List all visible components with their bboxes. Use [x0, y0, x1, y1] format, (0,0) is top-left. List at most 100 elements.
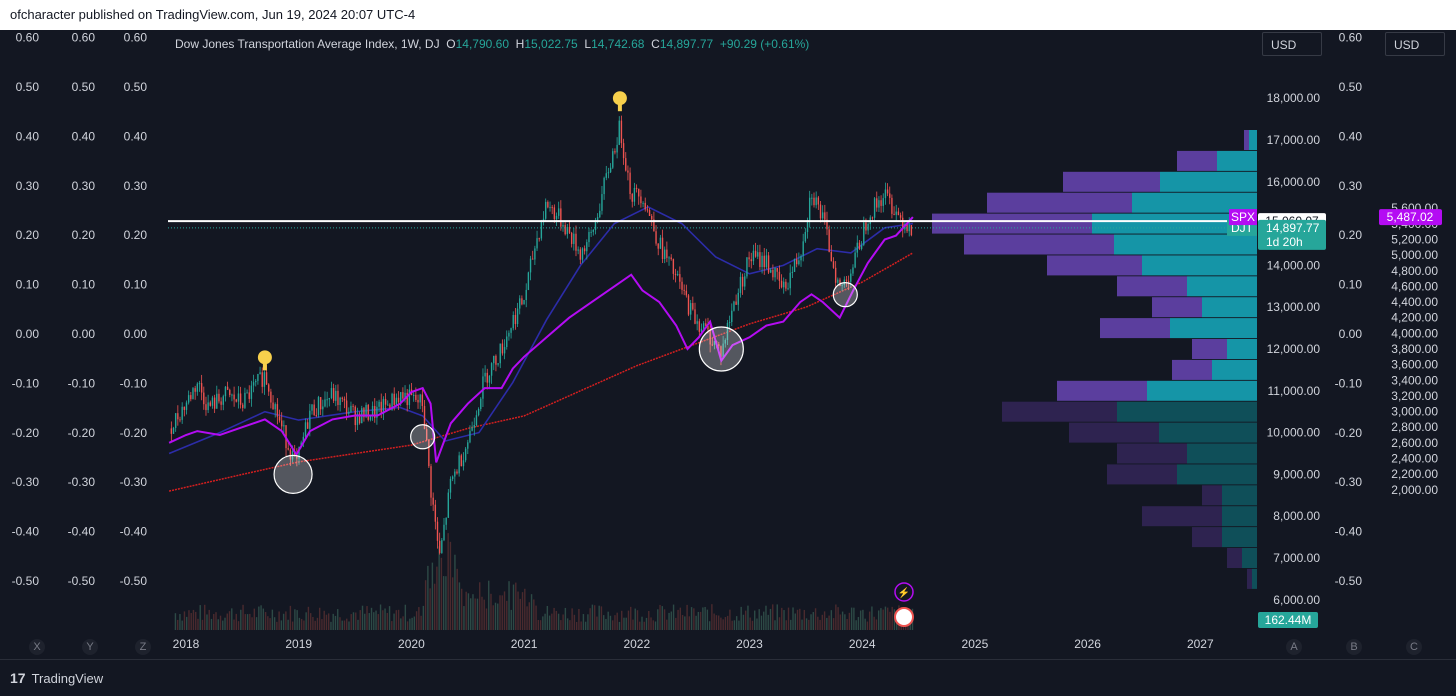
- candle-body: [363, 408, 365, 418]
- djt-tick-label: 7,000.00: [1273, 551, 1320, 565]
- candle-body: [298, 447, 300, 459]
- oscillator-right-tick-label: 0.20: [1339, 228, 1363, 242]
- volume-bar: [564, 607, 567, 630]
- candle-body: [434, 504, 437, 522]
- candle-body: [484, 372, 486, 377]
- volume-bar: [303, 620, 305, 630]
- candle-body: [330, 388, 333, 399]
- price-chart[interactable]: 2018 2019 2020 2021 2022 2023 2024 2025 2026 2027…: [0, 30, 1456, 659]
- volume-profile-purple: [1002, 401, 1117, 422]
- volume-bar: [776, 604, 778, 630]
- volume-bar: [488, 580, 490, 630]
- candle-body: [317, 397, 320, 416]
- volume-bar: [474, 598, 476, 630]
- pointing-hand-icon: [257, 350, 272, 365]
- currency-selector-right[interactable]: USD: [1385, 32, 1445, 56]
- legend-low-label: L: [584, 37, 592, 51]
- volume-bar: [812, 612, 815, 630]
- candle-body: [553, 207, 556, 220]
- volume-bar: [535, 605, 537, 630]
- volume-bar: [713, 613, 715, 630]
- scale-button-y[interactable]: Y: [82, 639, 98, 655]
- volume-bar: [506, 600, 508, 630]
- spx-tick-label: 4,400.00: [1391, 295, 1438, 309]
- volume-profile-purple: [987, 192, 1132, 213]
- candle-body: [601, 194, 603, 211]
- scale-button-z[interactable]: Z: [135, 639, 151, 655]
- legend-open-value: 14,790.60: [455, 37, 509, 51]
- spx-tick-label: 4,800.00: [1391, 264, 1438, 278]
- volume-bar: [352, 612, 355, 630]
- candle-body: [508, 332, 510, 337]
- volume-bar: [273, 617, 276, 630]
- volume-bar: [463, 606, 465, 630]
- candle-body: [328, 398, 331, 400]
- candle-body: [644, 202, 646, 210]
- candle-body: [181, 406, 183, 420]
- scale-button-a[interactable]: A: [1286, 639, 1302, 655]
- volume-bar: [332, 613, 334, 630]
- volume-bar: [772, 604, 774, 630]
- scale-button-c[interactable]: C: [1406, 639, 1422, 655]
- volume-bar: [711, 604, 713, 630]
- candle-body: [850, 273, 852, 282]
- volume-bar: [868, 611, 871, 630]
- oscillator-tick-label: 0.50: [16, 80, 40, 94]
- volume-bar: [393, 613, 395, 630]
- candle-body: [793, 259, 796, 272]
- oscillator-right-tick-label: 0.60: [1339, 31, 1363, 45]
- candle-body: [462, 460, 465, 467]
- candle-body: [804, 231, 807, 242]
- volume-bar: [783, 610, 785, 630]
- tradingview-brand[interactable]: 17 TradingView: [10, 670, 103, 686]
- candle-body: [319, 397, 322, 410]
- candle-body: [752, 250, 755, 262]
- candle-body: [514, 314, 517, 325]
- candle-body: [402, 392, 404, 399]
- candle-body: [651, 215, 653, 220]
- candle-body: [664, 249, 666, 260]
- volume-bar: [702, 607, 704, 630]
- scale-button-x[interactable]: X: [29, 639, 45, 655]
- volume-bar: [526, 606, 528, 630]
- legend-high-value: 15,022.75: [524, 37, 578, 51]
- volume-bar: [330, 621, 332, 630]
- volume-bar: [418, 607, 420, 630]
- volume-bar: [799, 608, 801, 630]
- candle-body: [785, 281, 787, 289]
- volume-bar: [539, 620, 542, 630]
- volume-bar: [848, 612, 851, 630]
- oscillator-right-tick-label: 0.00: [1339, 327, 1363, 341]
- volume-bar: [666, 619, 668, 630]
- volume-bar: [630, 606, 632, 630]
- candle-body: [616, 144, 618, 153]
- candle-body: [575, 233, 577, 251]
- volume-bar: [494, 602, 497, 630]
- candle-body: [376, 406, 378, 418]
- volume-bar: [855, 620, 857, 630]
- candle-body: [467, 442, 469, 449]
- candle-body: [761, 255, 763, 267]
- candle-body: [826, 219, 828, 230]
- x-tick-label: 2020: [398, 637, 425, 651]
- candle-body: [374, 405, 376, 418]
- candle-body: [726, 322, 729, 340]
- volume-bar: [402, 616, 404, 630]
- volume-bar: [510, 609, 512, 630]
- candle-body: [735, 301, 737, 305]
- spx-tick-label: 3,400.00: [1391, 373, 1438, 387]
- candle-body: [741, 276, 744, 287]
- candle-body: [839, 279, 841, 286]
- volume-bar: [282, 613, 285, 630]
- oscillator-tick-label: 0.50: [72, 80, 96, 94]
- currency-selector-left[interactable]: USD: [1262, 32, 1322, 56]
- candle-body: [488, 375, 491, 383]
- candle-body: [255, 380, 257, 383]
- volume-bar: [415, 611, 418, 630]
- candle-body: [391, 393, 393, 410]
- scale-button-b[interactable]: B: [1346, 639, 1362, 655]
- candle-body: [497, 363, 499, 365]
- candle-body: [447, 492, 450, 518]
- volume-bar: [237, 621, 240, 630]
- candle-body: [787, 288, 789, 290]
